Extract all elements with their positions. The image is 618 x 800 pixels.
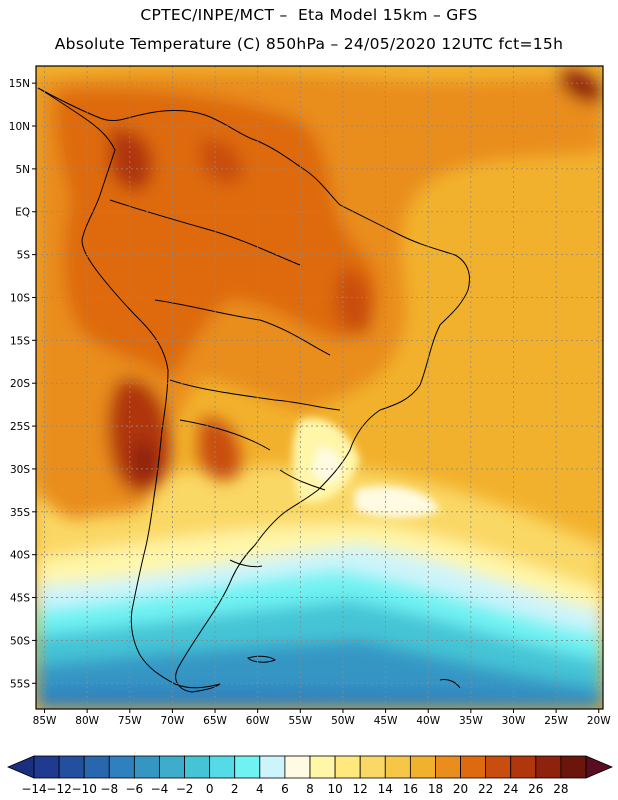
lon-tick-label: 80W — [75, 715, 99, 727]
colorbar-swatch — [159, 755, 185, 779]
map-frame — [35, 65, 604, 710]
lat-tick-label: 10N — [9, 121, 30, 133]
colorbar-swatch — [58, 755, 85, 779]
map-title: CPTEC/INPE/MCT – Eta Model 15km – GFS — [140, 6, 478, 24]
colorbar-swatch — [384, 755, 411, 779]
colorbar-label: 24 — [503, 782, 518, 796]
lon-tick-label: 30W — [502, 715, 526, 727]
colorbar-swatch — [485, 755, 512, 779]
lat-tick-label: 30S — [10, 464, 30, 476]
lon-tick-label: 65W — [203, 715, 227, 727]
colorbar-label: 22 — [478, 782, 493, 796]
colorbar-swatch — [184, 755, 211, 779]
lat-tick-label: 25S — [10, 421, 30, 433]
lat-tick-label: 20S — [10, 378, 30, 390]
colorbar-label: 26 — [528, 782, 543, 796]
colorbar-label: 4 — [256, 782, 264, 796]
lon-tick-label: 50W — [331, 715, 355, 727]
colorbar-swatch — [460, 755, 487, 779]
colorbar-high-arrow — [585, 755, 614, 779]
lon-tick-label: 40W — [416, 715, 440, 727]
colorbar-label: 20 — [453, 782, 468, 796]
colorbar-label: 12 — [353, 782, 368, 796]
colorbar-swatch — [334, 755, 361, 779]
lon-tick-label: 20W — [587, 715, 611, 727]
lat-tick-label: 35S — [10, 507, 30, 519]
colorbar: −14 −12 −10 −8 −6 −4 −2 0 2 4 6 8 10 12 14 16 18 20 22 24 26… — [6, 755, 614, 796]
lon-tick-label: 85W — [33, 715, 57, 727]
colorbar-label: −12 — [46, 782, 71, 796]
colorbar-label: −2 — [176, 782, 194, 796]
colorbar-label: 2 — [231, 782, 239, 796]
colorbar-swatch — [309, 755, 336, 779]
lon-tick-label: 55W — [288, 715, 312, 727]
colorbar-label: −4 — [151, 782, 169, 796]
lon-tick-label: 60W — [246, 715, 270, 727]
colorbar-label: 8 — [306, 782, 314, 796]
colorbar-swatch — [234, 755, 261, 779]
lat-tick-label: 40S — [10, 550, 30, 562]
colorbar-swatch — [560, 755, 587, 779]
colorbar-label: 28 — [553, 782, 568, 796]
colorbar-label: 10 — [327, 782, 342, 796]
lat-tick-label: 15N — [9, 78, 30, 90]
lat-tick-label: 5N — [15, 164, 30, 176]
lon-tick-label: 75W — [118, 715, 142, 727]
colorbar-swatch — [409, 755, 436, 779]
colorbar-label: −14 — [21, 782, 46, 796]
colorbar-low-arrow — [6, 755, 35, 779]
colorbar-swatch — [33, 755, 60, 779]
lat-tick-label: 50S — [10, 635, 30, 647]
colorbar-label: 6 — [281, 782, 289, 796]
map-subtitle: Absolute Temperature (C) 850hPa – 24/05/… — [54, 35, 564, 53]
colorbar-swatch — [510, 755, 537, 779]
lon-tick-label: 70W — [161, 715, 185, 727]
colorbar-swatch — [259, 755, 286, 779]
colorbar-label: 14 — [378, 782, 393, 796]
colorbar-swatch — [359, 755, 386, 779]
colorbar-swatch — [108, 755, 135, 779]
temperature-field — [36, 66, 603, 709]
colorbar-swatch — [284, 755, 311, 779]
lat-tick-label: 45S — [10, 593, 30, 605]
colorbar-swatch — [535, 755, 562, 779]
lat-tick-label: 55S — [10, 678, 30, 690]
lat-tick-label: 5S — [17, 250, 31, 262]
axis-ticks: 85W 80W 75W 70W 65W 60W 55W 50W 45W 40W 35W 30W 25W 2… — [9, 78, 611, 727]
lon-tick-label: 35W — [459, 715, 483, 727]
lat-tick-label: 15S — [10, 335, 30, 347]
colorbar-label: 0 — [206, 782, 214, 796]
colorbar-label: 16 — [403, 782, 418, 796]
lat-tick-label: 10S — [10, 292, 30, 304]
colorbar-swatch — [209, 755, 236, 779]
lon-tick-label: 25W — [544, 715, 568, 727]
colorbar-label: −8 — [100, 782, 118, 796]
colorbar-label: 18 — [428, 782, 443, 796]
colorbar-swatch — [435, 755, 461, 779]
coastline — [37, 87, 470, 693]
colorbar-label: −10 — [72, 782, 97, 796]
colorbar-swatch — [83, 755, 110, 779]
lat-tick-label: EQ — [15, 207, 30, 219]
graticule — [36, 66, 603, 709]
colorbar-label: −6 — [126, 782, 144, 796]
lon-tick-label: 45W — [374, 715, 398, 727]
colorbar-swatch — [133, 755, 160, 779]
